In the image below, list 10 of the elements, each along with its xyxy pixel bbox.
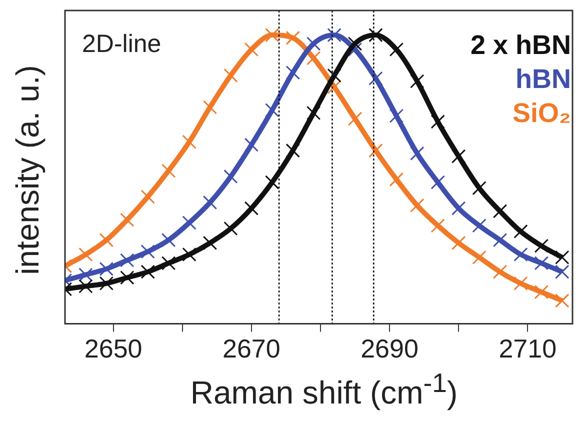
text: SiO₂ bbox=[511, 97, 571, 130]
y-axis-title: intensity (a. u.) bbox=[10, 65, 46, 275]
x-tick-label: 2690 bbox=[360, 334, 418, 364]
x-axis-title: Raman shift (cm$^{-1}$) bbox=[189, 368, 459, 412]
series-label: 2 x hBN bbox=[470, 29, 571, 62]
x-tick-label: 2710 bbox=[498, 334, 557, 364]
annotation: 2D-line bbox=[82, 30, 162, 59]
text: hBN bbox=[514, 63, 571, 96]
x-tick-label: 2670 bbox=[222, 334, 280, 364]
x-tick-label: 2650 bbox=[84, 334, 142, 364]
